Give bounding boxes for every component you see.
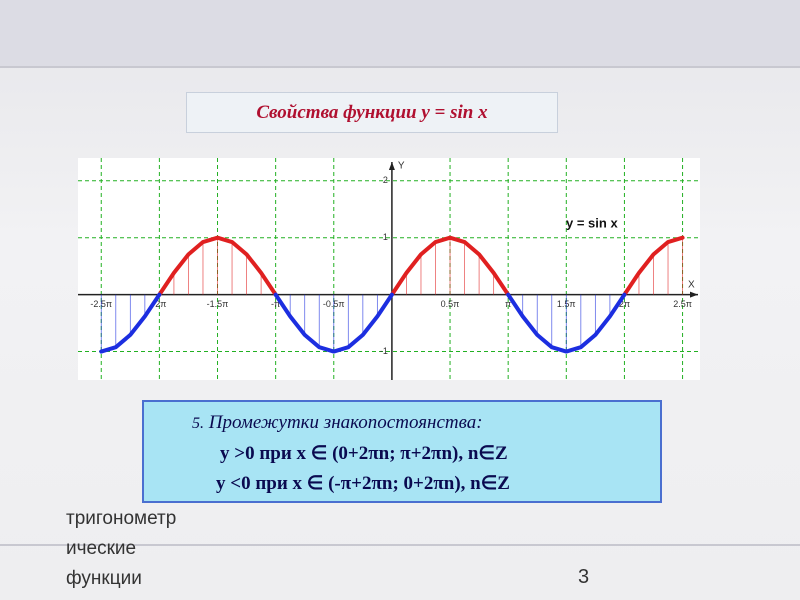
x-tick-label: 2π xyxy=(619,299,630,309)
x-tick-label: -π xyxy=(271,299,280,309)
divider xyxy=(0,66,800,68)
info-box: 5. Промежутки знакопостоянства: y >0 при… xyxy=(142,400,662,503)
footer-text: тригонометр xyxy=(66,508,177,529)
annotation: y = sin x xyxy=(566,215,618,230)
y-axis-label: Y xyxy=(398,161,405,172)
chart: -2.5π -2π -1.5π -π -0.5π 0.5π π 1.5π 2π 2.5π-112X… xyxy=(78,158,700,380)
x-tick-label: -1.5π xyxy=(207,299,229,309)
curve xyxy=(157,235,685,297)
y-tick-label: 1 xyxy=(383,232,388,242)
info-line: y >0 при x ∈ (0+2πn; π+2πn), n∈Z xyxy=(220,443,508,464)
info-heading: 5. Промежутки знакопостоянства: xyxy=(192,412,483,434)
footer-text: функции xyxy=(66,568,142,589)
y-tick-label: 2 xyxy=(383,175,388,185)
x-tick-label: 0.5π xyxy=(441,299,460,309)
heading-text: Промежутки знакопостоянства: xyxy=(208,412,483,433)
x-tick-label: π xyxy=(505,299,511,309)
info-line: y <0 при x ∈ (-π+2πn; 0+2πn), n∈Z xyxy=(216,473,510,494)
curve xyxy=(99,292,627,354)
divider xyxy=(0,544,800,546)
x-tick-label: -2π xyxy=(152,299,166,309)
axis-arrow xyxy=(388,162,395,170)
axis-arrow xyxy=(690,291,698,298)
footer-text: ические xyxy=(66,538,137,559)
page-number: 3 xyxy=(578,566,590,588)
x-axis-label: X xyxy=(688,279,695,290)
heading-number: 5. xyxy=(192,415,204,432)
slide-title: Свойства функции y = sin x xyxy=(186,92,558,133)
y-tick-label: -1 xyxy=(380,346,388,356)
decorative-band xyxy=(0,0,800,66)
x-tick-label: 2.5π xyxy=(673,299,692,309)
